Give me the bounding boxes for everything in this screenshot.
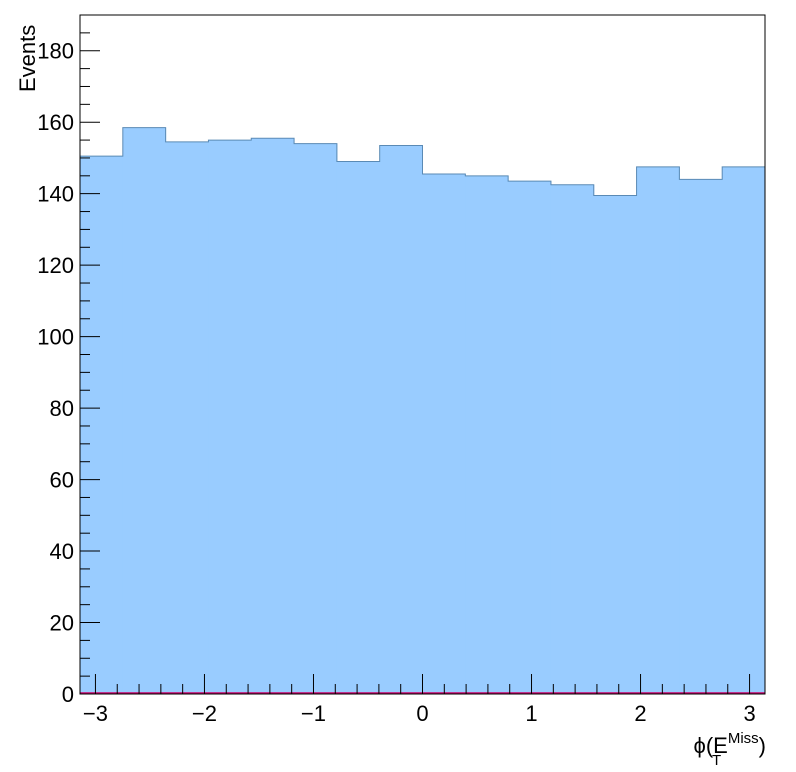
- histogram-bin-9: [465, 175, 509, 694]
- y-tick-label: 180: [37, 39, 74, 64]
- histogram-bin-7: [379, 145, 423, 695]
- histogram-bin-14: [679, 179, 723, 695]
- x-axis-tick-labels: −3 −2 −1 0 1 2 3: [83, 701, 756, 726]
- y-axis-title: Events: [15, 25, 40, 92]
- y-tick-label: 20: [50, 611, 74, 636]
- histogram-bin-15: [722, 166, 766, 694]
- y-axis-tick-labels: 0 20 40 60 80 100 120 140 160 180: [37, 39, 74, 707]
- y-tick-label: 40: [50, 539, 74, 564]
- histogram-bin-6: [336, 161, 381, 694]
- histogram-bin-0: [80, 156, 124, 694]
- y-tick-label: 100: [37, 325, 74, 350]
- histogram-bin-2: [165, 141, 209, 694]
- histogram-step-line: [79, 127, 766, 694]
- x-axis-title-superscript: Miss: [728, 730, 759, 747]
- svg-text:ϕ(EMiss): ϕ(EMiss): [694, 730, 766, 758]
- x-axis-ticks: [94, 674, 751, 694]
- x-tick-label: 0: [416, 701, 428, 726]
- y-tick-label: 140: [37, 182, 74, 207]
- x-tick-label: −2: [192, 701, 217, 726]
- histogram-bin-3: [208, 140, 252, 694]
- x-axis-title-prefix: ϕ(E: [694, 733, 728, 758]
- x-tick-label: 1: [525, 701, 537, 726]
- x-tick-label: −3: [83, 701, 108, 726]
- x-axis-title-subscript: T: [712, 752, 721, 769]
- y-tick-label: 80: [50, 396, 74, 421]
- histogram-bin-13: [636, 166, 680, 694]
- histogram-outline: [79, 127, 766, 694]
- histogram-bin-5: [294, 143, 338, 694]
- x-axis-title-suffix: ): [759, 733, 766, 758]
- histogram-bin-10: [508, 181, 552, 694]
- x-tick-label: 2: [634, 701, 646, 726]
- x-tick-label: 3: [743, 701, 755, 726]
- x-tick-label: −1: [301, 701, 326, 726]
- y-tick-label: 160: [37, 110, 74, 135]
- x-axis-title: ϕ(EMiss) T: [694, 730, 766, 769]
- histogram-bars: [80, 127, 766, 695]
- y-tick-label: 120: [37, 253, 74, 278]
- histogram-bin-8: [422, 174, 466, 695]
- y-axis-ticks: [80, 14, 100, 695]
- histogram-bin-12: [593, 195, 638, 694]
- histogram-bin-11: [550, 184, 595, 694]
- histogram-bin-4: [251, 138, 295, 694]
- y-tick-label: 0: [62, 682, 74, 707]
- y-tick-label: 60: [50, 468, 74, 493]
- histogram-bin-1: [122, 127, 167, 695]
